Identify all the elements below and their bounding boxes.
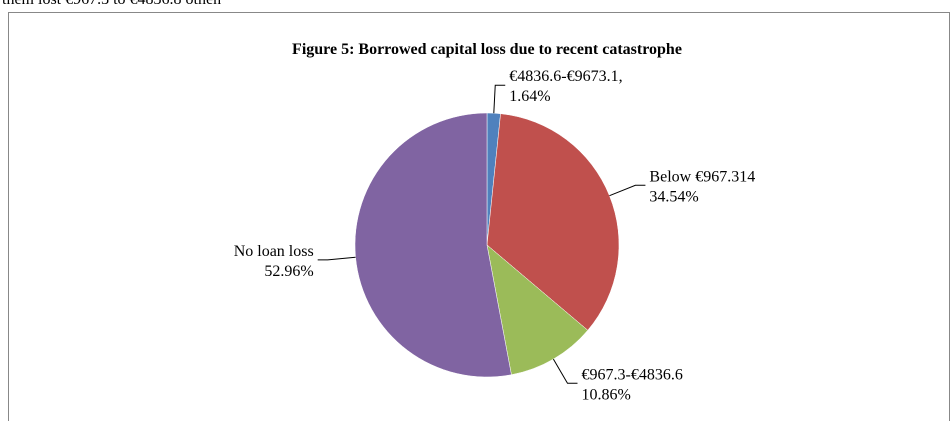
category-label: No loan loss (234, 243, 314, 260)
data-label: Below €967.314 34.54% (649, 168, 755, 205)
pie-slice (354, 112, 512, 378)
leader-line (552, 358, 578, 384)
value-label: 52.96% (264, 263, 313, 280)
data-label: €967.3-€4836.6 10.86% (581, 366, 682, 403)
category-label: €4836.6-€9673.1, (509, 68, 622, 85)
category-label: €967.3-€4836.6 (581, 366, 682, 383)
leader-line (609, 184, 646, 197)
value-label: 1.64% (509, 88, 550, 105)
leader-line (493, 84, 506, 114)
category-label: Below €967.314 (649, 168, 755, 185)
leader-line (317, 256, 356, 261)
caption-fragment: them lost €967.3 to €4836.8 othen (2, 0, 221, 8)
data-label: €4836.6-€9673.1, 1.64% (509, 68, 622, 105)
data-label: No loan loss 52.96% (234, 243, 314, 280)
value-label: 10.86% (581, 386, 630, 403)
value-label: 34.54% (649, 188, 698, 205)
chart-title: Figure 5: Borrowed capital loss due to r… (292, 41, 682, 58)
